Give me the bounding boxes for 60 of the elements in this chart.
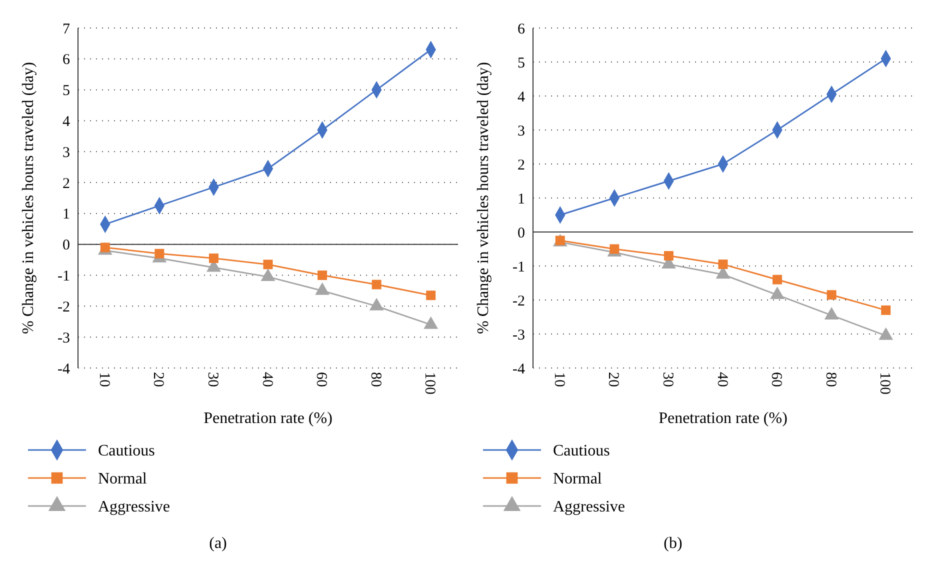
y-tick-label: 5 [518,55,525,72]
y-tick-label: 0 [62,238,70,254]
legend-label: Normal [98,470,148,488]
x-tick-label: 10 [550,372,567,387]
y-tick-label: 1 [518,191,525,208]
y-tick-label: 3 [518,123,525,140]
legend-label: Cautious [98,442,155,460]
x-axis-title: Penetration rate (%) [204,410,332,427]
y-tick-label: 0 [518,225,525,242]
y-tick-label: 1 [62,206,70,223]
y-tick-label: 2 [518,157,525,174]
point [826,290,836,300]
point [208,254,218,264]
x-tick-label: 60 [768,372,784,387]
y-tick-label: -3 [58,330,70,346]
y-tick-label: 7 [62,21,70,38]
y-tick-label: 4 [62,114,70,130]
point [263,260,273,270]
x-tick-label: 30 [659,372,676,387]
point [426,290,436,300]
x-tick-label: 30 [204,372,220,387]
text: (b) [664,535,682,552]
y-tick-label: 6 [62,52,70,68]
y-tick-label: -2 [512,293,525,310]
point [664,251,674,261]
point [372,280,382,290]
x-tick-label: 100 [876,372,893,394]
x-tick-label: 80 [822,372,838,387]
point [718,260,728,270]
y-tick-label: 4 [518,89,526,106]
y-tick-label: 6 [518,21,526,38]
legend-label: Aggressive [98,498,170,516]
x-tick-label: 40 [714,372,730,387]
y-tick-label: 3 [62,144,70,161]
y-tick-label: -4 [58,361,70,378]
text: (a) [209,535,227,552]
point [881,305,891,315]
y-axis-title: % Change in vehicles hours traveled (day) [20,62,37,334]
y-tick-label: -1 [512,259,525,276]
x-tick-label: 40 [258,372,275,387]
x-tick-label: 80 [367,372,384,387]
x-tick-label: 20 [150,372,166,387]
y-tick-label: 5 [62,83,70,100]
x-tick-label: 60 [313,372,330,387]
legend-label: Normal [553,470,602,488]
legend-label: Cautious [553,442,610,460]
y-axis-title: % Change in vehicles hours traveled (day) [475,62,492,334]
x-tick-label: 100 [422,372,438,394]
x-tick-label: 20 [605,372,622,387]
y-tick-label: -1 [58,268,70,285]
y-tick-label: 2 [62,176,70,192]
x-axis-title: Penetration rate (%) [658,410,788,427]
y-tick-label: -3 [512,327,525,344]
legend-label: Aggressive [553,498,625,516]
point [772,274,782,284]
x-tick-label: 10 [96,372,112,387]
y-tick-label: -4 [512,361,526,378]
y-tick-label: -2 [58,299,70,316]
point [154,248,164,258]
point [318,270,328,280]
